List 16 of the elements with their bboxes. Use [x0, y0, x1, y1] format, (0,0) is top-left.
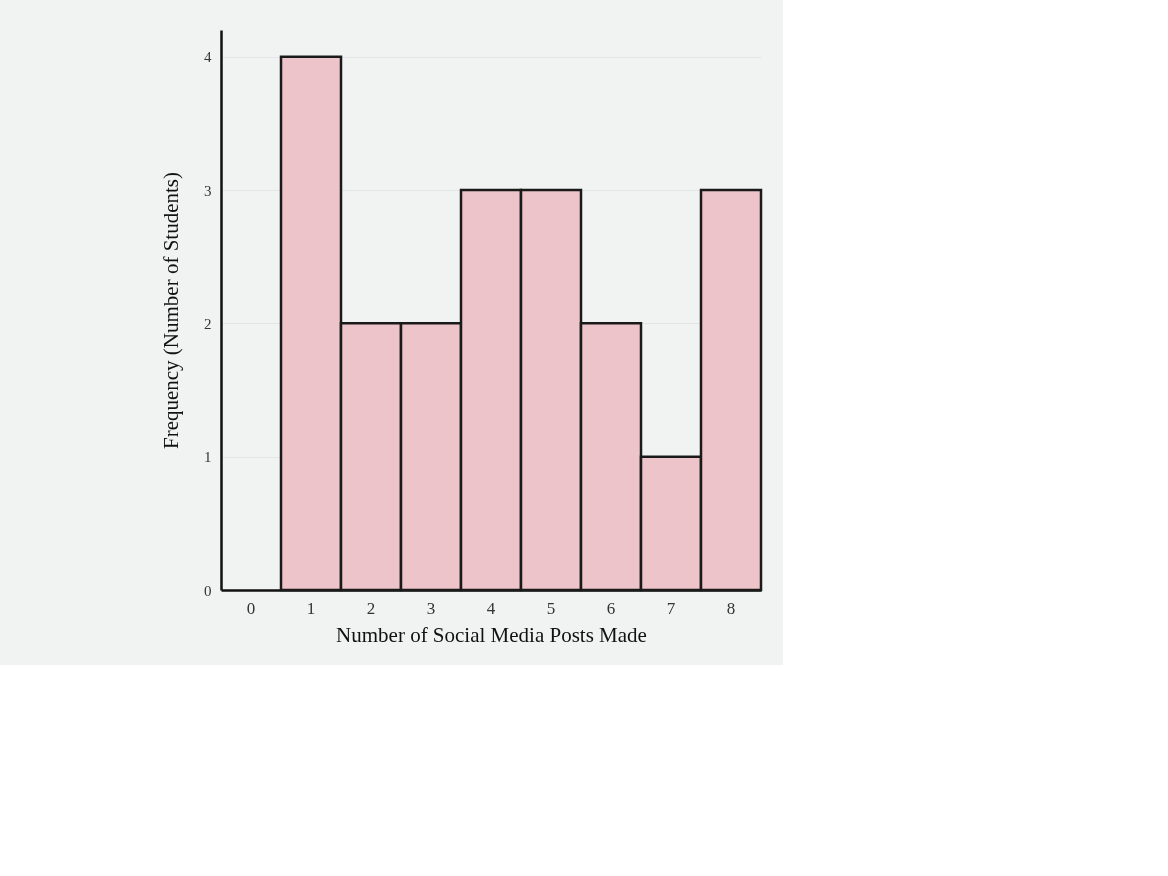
x-axis-title: Number of Social Media Posts Made: [336, 622, 647, 647]
x-tick-label: 6: [606, 598, 616, 618]
x-tick-label: 0: [246, 598, 256, 618]
y-tick-label: 3: [204, 182, 212, 199]
y-tick-label: 0: [204, 582, 212, 599]
x-tick-label: 4: [486, 598, 496, 618]
y-tick-label: 1: [204, 449, 212, 466]
y-tick-label: 4: [204, 49, 212, 66]
x-tick-label: 5: [546, 598, 556, 618]
y-axis-title: Frequency (Number of Students): [159, 171, 183, 450]
x-tick-label: 8: [726, 598, 736, 618]
x-tick-label: 3: [426, 598, 436, 618]
y-tick-label: 2: [204, 315, 212, 332]
x-tick-label: 2: [366, 598, 376, 618]
x-tick-label: 7: [666, 598, 676, 618]
x-tick-label: 1: [306, 598, 316, 618]
